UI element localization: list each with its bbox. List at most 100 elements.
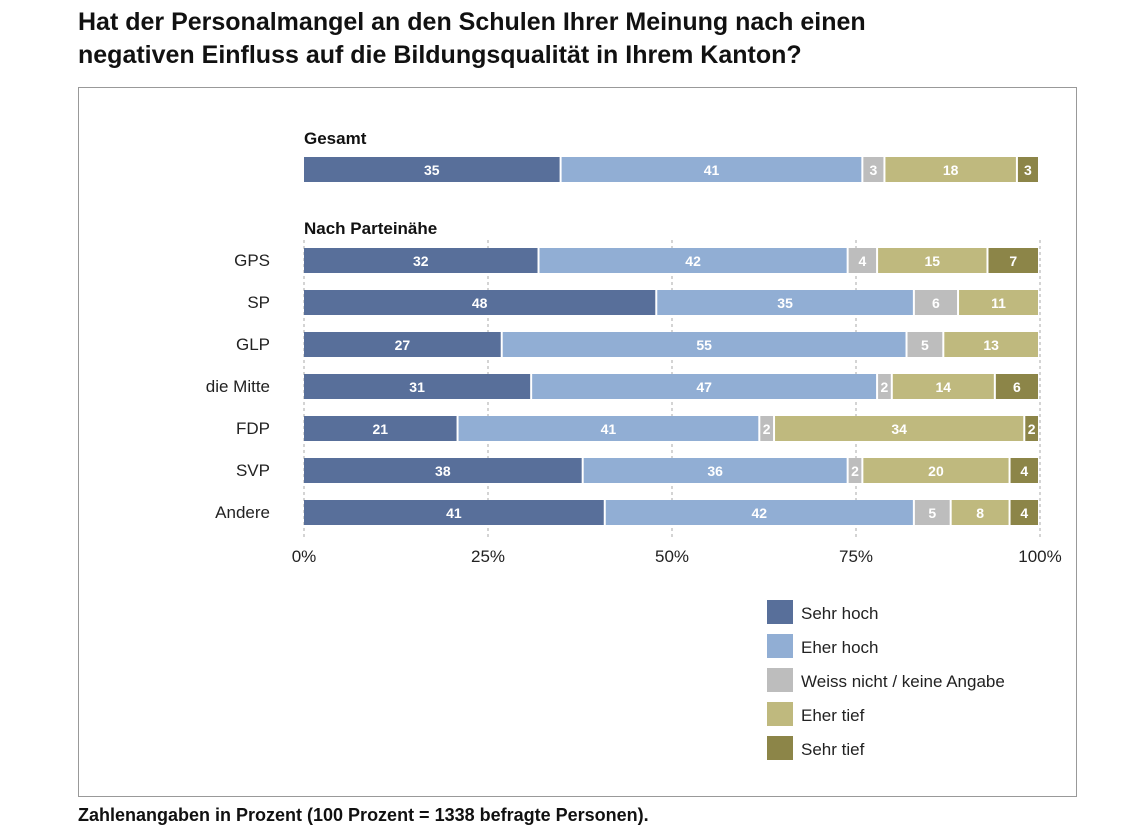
legend-swatch bbox=[767, 736, 793, 760]
bar-segment bbox=[878, 374, 891, 399]
bar-segment bbox=[951, 500, 1009, 525]
title-line-2: negativen Einfluss auf die Bildungsquali… bbox=[78, 41, 802, 69]
group-heading: Gesamt bbox=[304, 129, 367, 148]
data-label: 15 bbox=[924, 253, 940, 269]
data-label: 31 bbox=[409, 379, 425, 395]
row-label: SP bbox=[247, 293, 270, 312]
footnote: Zahlenangaben in Prozent (100 Prozent = … bbox=[78, 805, 649, 825]
data-label: 20 bbox=[928, 463, 944, 479]
bar-segment bbox=[304, 416, 457, 441]
data-label: 36 bbox=[707, 463, 723, 479]
data-label: 5 bbox=[921, 337, 929, 353]
data-label: 4 bbox=[1020, 463, 1028, 479]
legend-swatch bbox=[767, 668, 793, 692]
data-label: 41 bbox=[446, 505, 462, 521]
data-label: 32 bbox=[413, 253, 429, 269]
legend-label: Sehr hoch bbox=[801, 604, 879, 623]
bar-segment bbox=[532, 374, 877, 399]
data-label: 48 bbox=[472, 295, 488, 311]
group-heading: Nach Parteinähe bbox=[304, 219, 437, 238]
data-label: 7 bbox=[1009, 253, 1017, 269]
legend-label: Eher hoch bbox=[801, 638, 879, 657]
data-label: 27 bbox=[395, 337, 411, 353]
bar-segment bbox=[907, 332, 943, 357]
legend-label: Eher tief bbox=[801, 706, 865, 725]
legend-swatch bbox=[767, 634, 793, 658]
bar-segment bbox=[848, 458, 862, 483]
bar-segment bbox=[304, 500, 604, 525]
data-label: 2 bbox=[851, 463, 859, 479]
legend-label: Weiss nicht / keine Angabe bbox=[801, 672, 1005, 691]
data-label: 3 bbox=[870, 162, 878, 178]
bar-segment bbox=[502, 332, 906, 357]
data-label: 4 bbox=[858, 253, 866, 269]
data-label: 47 bbox=[696, 379, 712, 395]
bar-segment bbox=[760, 416, 774, 441]
chart-frame bbox=[78, 87, 1077, 797]
row-label: GLP bbox=[236, 335, 270, 354]
legend-swatch bbox=[767, 600, 793, 624]
bar-segment bbox=[304, 157, 560, 182]
bar-segment bbox=[1010, 458, 1038, 483]
bar-segment bbox=[995, 374, 1038, 399]
x-tick-label: 0% bbox=[292, 547, 317, 566]
bar-segment bbox=[863, 157, 884, 182]
x-tick-label: 25% bbox=[471, 547, 505, 566]
chart-title: Hat der Personalmangel an den Schulen Ih… bbox=[78, 6, 1078, 72]
x-tick-label: 50% bbox=[655, 547, 689, 566]
bar-segment bbox=[988, 248, 1038, 273]
data-label: 41 bbox=[601, 421, 617, 437]
bar-segment bbox=[304, 374, 531, 399]
data-label: 2 bbox=[1028, 421, 1036, 437]
data-label: 11 bbox=[991, 295, 1006, 311]
legend-label: Sehr tief bbox=[801, 740, 865, 759]
bar-segment bbox=[539, 248, 847, 273]
bar-segment bbox=[885, 157, 1016, 182]
bar-segment bbox=[657, 290, 913, 315]
row-label: die Mitte bbox=[206, 377, 270, 396]
x-tick-label: 75% bbox=[839, 547, 873, 566]
data-label: 55 bbox=[696, 337, 712, 353]
bar-segment bbox=[458, 416, 759, 441]
bar-segment bbox=[304, 458, 582, 483]
data-label: 5 bbox=[928, 505, 936, 521]
bar-segment bbox=[561, 157, 862, 182]
data-label: 35 bbox=[777, 295, 793, 311]
data-label: 42 bbox=[752, 505, 768, 521]
bar-segment bbox=[775, 416, 1024, 441]
bar-segment bbox=[914, 290, 958, 315]
bar-segment bbox=[605, 500, 913, 525]
data-label: 6 bbox=[932, 295, 940, 311]
data-label: 41 bbox=[704, 162, 720, 178]
data-label: 14 bbox=[936, 379, 952, 395]
row-label: SVP bbox=[236, 461, 270, 480]
bar-segment bbox=[1010, 500, 1038, 525]
data-label: 18 bbox=[943, 162, 959, 178]
data-label: 4 bbox=[1020, 505, 1028, 521]
bar-segment bbox=[914, 500, 950, 525]
bar-segment bbox=[304, 332, 501, 357]
row-label: GPS bbox=[234, 251, 270, 270]
bar-segment bbox=[878, 248, 987, 273]
legend-swatch bbox=[767, 702, 793, 726]
row-label: Andere bbox=[215, 503, 270, 522]
bar-segment bbox=[583, 458, 847, 483]
bar-segment bbox=[304, 248, 538, 273]
bar-segment bbox=[848, 248, 877, 273]
data-label: 8 bbox=[976, 505, 984, 521]
bar-segment bbox=[1017, 157, 1038, 182]
bar-segment bbox=[944, 332, 1038, 357]
row-label: FDP bbox=[236, 419, 270, 438]
data-label: 6 bbox=[1013, 379, 1021, 395]
data-label: 42 bbox=[685, 253, 701, 269]
data-label: 13 bbox=[983, 337, 999, 353]
bar-segment bbox=[863, 458, 1009, 483]
bar-segment bbox=[1025, 416, 1038, 441]
data-label: 35 bbox=[424, 162, 440, 178]
bar-segment bbox=[892, 374, 994, 399]
bar-segment bbox=[304, 290, 656, 315]
data-label: 2 bbox=[881, 379, 889, 395]
x-tick-label: 100% bbox=[1018, 547, 1061, 566]
